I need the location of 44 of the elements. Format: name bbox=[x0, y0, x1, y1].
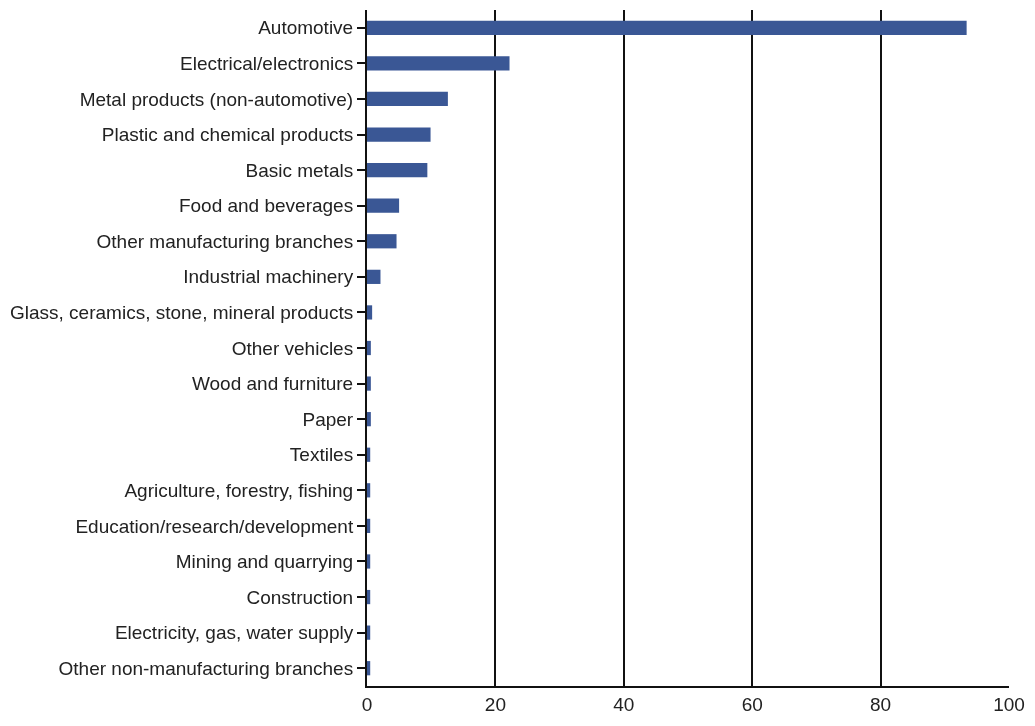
y-tick-label: Mining and quarrying bbox=[175, 551, 354, 573]
bar bbox=[367, 518, 371, 534]
bar bbox=[367, 162, 428, 178]
y-tick-label: Plastic and chemical products bbox=[101, 124, 354, 146]
y-tick-label: Paper bbox=[302, 408, 354, 430]
bar bbox=[367, 127, 431, 142]
y-tick-label: Electrical/electronics bbox=[180, 53, 354, 75]
y-tick-label: Automotive bbox=[258, 17, 354, 39]
y-tick-label: Textiles bbox=[289, 444, 354, 466]
x-tick-label: 0 bbox=[361, 693, 373, 715]
y-tick-label: Other manufacturing branches bbox=[96, 230, 354, 252]
y-tick-label: Agriculture, forestry, fishing bbox=[124, 479, 354, 501]
bar bbox=[367, 91, 448, 107]
y-tick-label: Other vehicles bbox=[231, 337, 354, 359]
bar bbox=[367, 56, 510, 71]
y-tick-label: Food and beverages bbox=[178, 195, 354, 217]
bar bbox=[367, 625, 371, 640]
bar bbox=[367, 483, 371, 498]
bar bbox=[367, 376, 371, 391]
x-tick-label: 60 bbox=[741, 693, 763, 715]
bar bbox=[367, 305, 373, 320]
x-tick-label: 100 bbox=[993, 693, 1025, 715]
x-tick-label: 40 bbox=[613, 693, 635, 715]
y-tick-label: Glass, ceramics, stone, mineral products bbox=[10, 302, 354, 324]
bar bbox=[367, 234, 397, 249]
y-tick-label: Electricity, gas, water supply bbox=[114, 622, 354, 644]
x-tick-label: 20 bbox=[484, 693, 506, 715]
bar bbox=[367, 340, 371, 356]
y-tick-label: Education/research/development bbox=[75, 515, 354, 537]
bar bbox=[367, 589, 371, 605]
bar bbox=[367, 447, 371, 462]
bar bbox=[367, 198, 400, 213]
bar bbox=[367, 554, 371, 569]
y-tick-label: Wood and furniture bbox=[191, 373, 354, 395]
y-tick-label: Metal products (non-automotive) bbox=[79, 88, 354, 110]
bar bbox=[367, 412, 371, 427]
bar bbox=[367, 661, 371, 676]
x-tick-label: 80 bbox=[870, 693, 892, 715]
y-tick-label: Construction bbox=[246, 586, 354, 608]
bar bbox=[367, 20, 967, 35]
y-tick-label: Industrial machinery bbox=[183, 266, 354, 288]
bar bbox=[367, 269, 381, 284]
y-tick-label: Other non-manufacturing branches bbox=[58, 657, 354, 679]
y-tick-label: Basic metals bbox=[245, 159, 354, 181]
